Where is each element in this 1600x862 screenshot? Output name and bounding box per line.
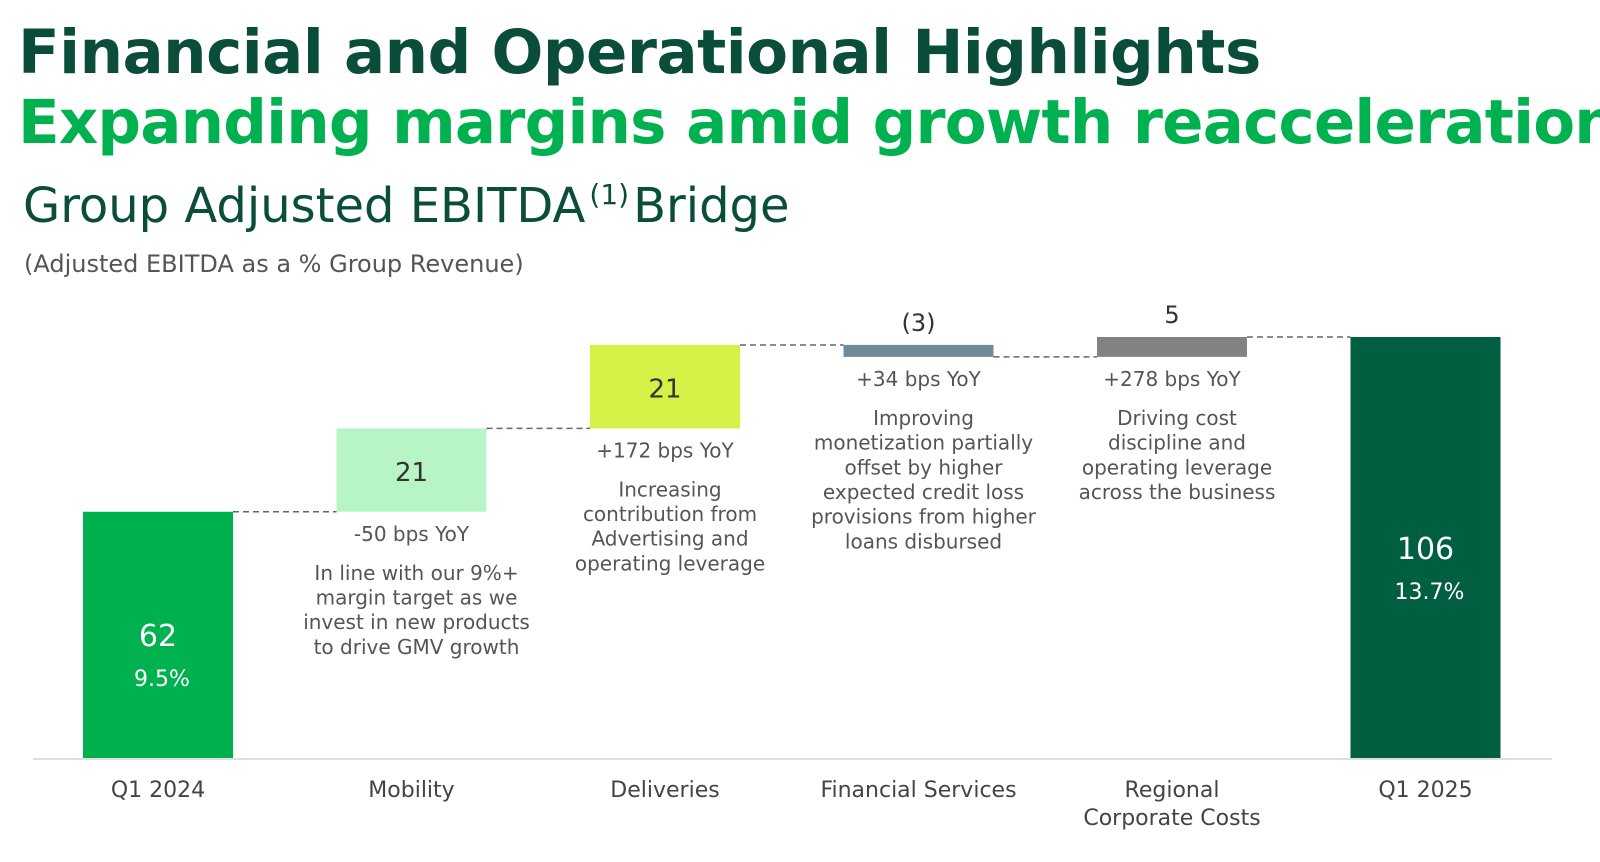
- category-label: Q1 2025: [1378, 778, 1472, 803]
- yoy-label: +34 bps YoY: [856, 367, 982, 391]
- note-line: margin target as we: [316, 585, 518, 609]
- category-label: Corporate Costs: [1083, 806, 1260, 831]
- note-line: Driving cost: [1117, 406, 1237, 430]
- chart-title-footnote: (1): [589, 178, 630, 211]
- note-line: monetization partially: [814, 431, 1033, 455]
- bar-regional-corporate-costs: [1097, 337, 1247, 357]
- chart-title-text: Group Adjusted EBITDA: [23, 178, 586, 234]
- margin-label: 13.7%: [1395, 580, 1465, 605]
- note-line: to drive GMV growth: [314, 635, 520, 659]
- category-label: Q1 2024: [111, 778, 205, 803]
- note-line: across the business: [1079, 480, 1276, 504]
- note-line: operating leverage: [575, 551, 765, 575]
- note-line: Improving: [873, 406, 974, 430]
- note-line: expected credit loss: [823, 480, 1024, 504]
- note-line: offset by higher: [845, 455, 1004, 479]
- value-label: 62: [139, 619, 177, 654]
- yoy-label: +278 bps YoY: [1103, 367, 1241, 391]
- note-line: discipline and: [1108, 431, 1246, 455]
- value-label: 5: [1164, 301, 1179, 329]
- bar-financial-services: [843, 344, 994, 357]
- value-label: 106: [1397, 532, 1454, 567]
- bar-q1-2024: [83, 511, 233, 758]
- chart-title: Group Adjusted EBITDA (1)Bridge: [23, 176, 790, 243]
- note-line: Increasing: [618, 477, 721, 501]
- note-line: In line with our 9%+: [314, 561, 518, 585]
- category-label: Deliveries: [610, 778, 719, 803]
- chart-subtitle: (Adjusted EBITDA as a % Group Revenue): [24, 250, 524, 278]
- value-label: (3): [902, 309, 936, 337]
- note-line: loans disbursed: [845, 529, 1002, 553]
- bar-mobility: [336, 428, 487, 512]
- bar-deliveries: [590, 344, 740, 429]
- note-line: invest in new products: [303, 610, 530, 634]
- note-line: contribution from: [583, 502, 757, 526]
- chart-title-suffix: Bridge: [633, 178, 790, 234]
- note-line: provisions from higher: [811, 505, 1037, 529]
- bar-q1-2025: [1350, 337, 1501, 758]
- yoy-label: +172 bps YoY: [596, 438, 734, 462]
- category-label: Mobility: [368, 778, 454, 803]
- page-subtitle: Expanding margins amid growth reaccelera…: [18, 87, 1600, 158]
- value-label: 21: [648, 375, 681, 405]
- category-label: Regional: [1125, 778, 1220, 803]
- note-line: Advertising and: [591, 527, 748, 551]
- note-line: operating leverage: [1082, 455, 1272, 479]
- page-title: Financial and Operational Highlights: [18, 17, 1261, 88]
- yoy-label: -50 bps YoY: [354, 522, 470, 546]
- value-label: 21: [395, 458, 428, 488]
- margin-label: 9.5%: [134, 667, 190, 692]
- category-label: Financial Services: [820, 778, 1016, 803]
